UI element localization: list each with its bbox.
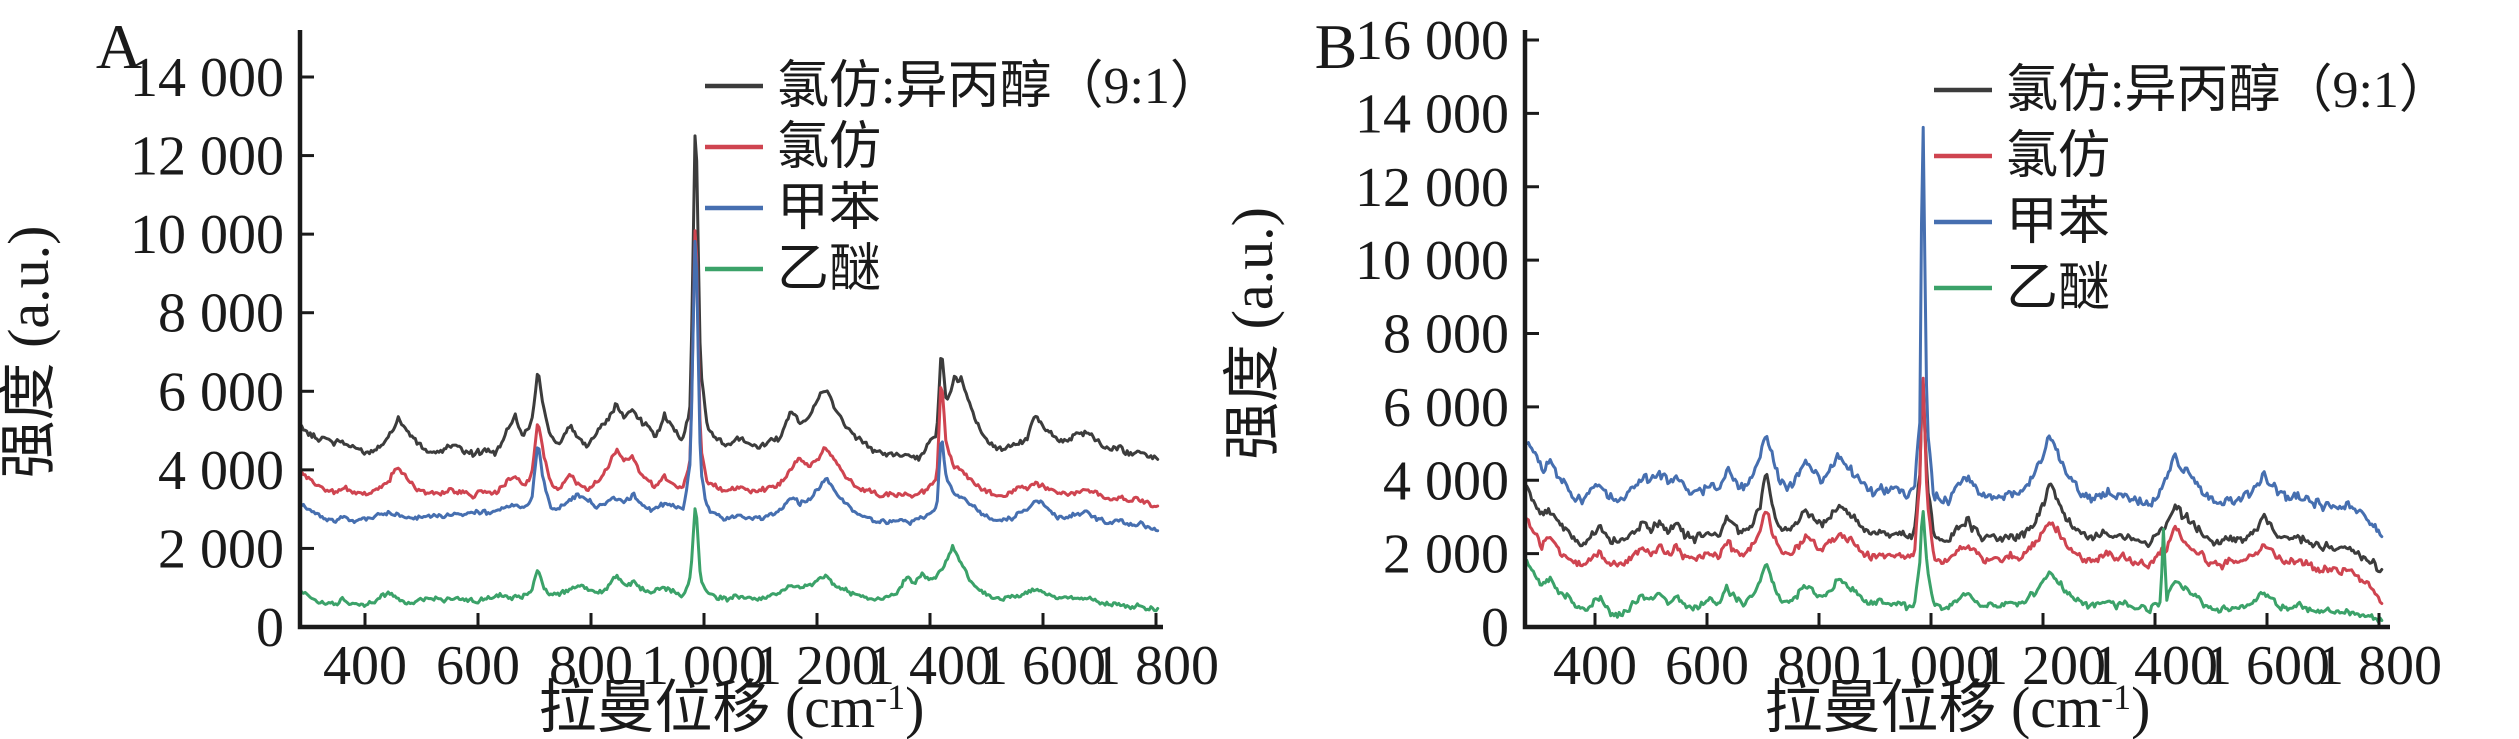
series-line-0 xyxy=(298,134,1160,462)
y-tick-label: 8 000 xyxy=(1383,304,1509,366)
legend-label-2: 甲苯 xyxy=(2006,194,2110,251)
x-tick-label: 800 xyxy=(1777,635,1861,697)
legend-label-1: 氯仿 xyxy=(777,119,881,176)
panel-A: A 0 2 000 4 000 6 000 8 000 10 000 12 000 14 000… xyxy=(0,11,1222,739)
series-line-3 xyxy=(1525,510,2384,624)
panel-label-A: A xyxy=(96,11,142,82)
legend-label-2: 甲苯 xyxy=(777,180,881,237)
y-tick-label: 12 000 xyxy=(1355,157,1509,219)
x-tick-label: 1 600 xyxy=(980,635,1106,697)
y-tick-label: 14 000 xyxy=(130,47,284,109)
x-tick-label: 400 xyxy=(1553,635,1637,697)
y-tick-label: 4 000 xyxy=(1383,450,1509,512)
x-axis-title-sup: -1 xyxy=(875,677,905,717)
panel-B: B 0 2 000 4 000 6 000 8 000 10 000 12 000 14 000… xyxy=(1220,10,2451,739)
y-tick-label: 16 000 xyxy=(1355,10,1509,72)
y-tick-label: 4 000 xyxy=(158,440,284,502)
x-tick-label: 1 000 xyxy=(1868,635,1994,697)
x-axis-title: 拉曼位移 (cm-1) xyxy=(1764,675,2150,739)
y-tick-label: 0 xyxy=(256,597,284,659)
x-axis-title-close: ) xyxy=(905,675,924,739)
x-tick-label: 1 200 xyxy=(754,635,880,697)
y-tick-label: 10 000 xyxy=(1355,230,1509,292)
y-tick-label: 2 000 xyxy=(1383,524,1509,586)
x-tick-label: 600 xyxy=(436,635,520,697)
x-tick-label: 600 xyxy=(1665,635,1749,697)
y-tick-label: 2 000 xyxy=(158,518,284,580)
series-line-2 xyxy=(298,239,1160,533)
legend-label-3: 乙醚 xyxy=(777,241,881,298)
x-tick-label: 1 200 xyxy=(1980,635,2106,697)
legend-label-3: 乙醚 xyxy=(2006,260,2110,317)
x-tick-label: 400 xyxy=(323,635,407,697)
series-line-3 xyxy=(298,507,1160,613)
y-tick-label: 14 000 xyxy=(1355,83,1509,145)
series-line-1 xyxy=(1525,376,2384,605)
series-line-1 xyxy=(298,229,1160,509)
x-tick-label: 1 800 xyxy=(2316,635,2442,697)
series-line-2 xyxy=(1525,125,2384,539)
x-tick-label: 1 400 xyxy=(867,635,993,697)
y-axis-title: 强度 (a.u.) xyxy=(1220,207,1285,460)
x-tick-label: 1 400 xyxy=(2092,635,2218,697)
y-tick-label: 6 000 xyxy=(1383,377,1509,439)
x-axis-title-sup: -1 xyxy=(2101,677,2131,717)
y-tick-label: 12 000 xyxy=(130,126,284,188)
x-tick-label: 1 000 xyxy=(641,635,767,697)
series-curves xyxy=(298,134,1160,613)
y-tick-label: 6 000 xyxy=(158,361,284,423)
legend-label-0: 氯仿:异丙醇（9:1） xyxy=(2006,62,2451,119)
x-axis-title-main: 拉曼位移 (cm xyxy=(1764,675,2101,739)
axis-lines xyxy=(297,30,1163,630)
series-curves xyxy=(1525,125,2384,624)
x-tick-label: 1 800 xyxy=(1093,635,1219,697)
y-tick-label: 8 000 xyxy=(158,283,284,345)
y-axis-title: 强度 (a.u.) xyxy=(0,226,61,479)
panel-label-B: B xyxy=(1315,11,1358,82)
legend-label-1: 氯仿 xyxy=(2006,128,2110,185)
y-tick-label: 0 xyxy=(1481,597,1509,659)
axis-lines xyxy=(1522,30,2390,630)
series-line-0 xyxy=(1525,382,2384,574)
legend-label-0: 氯仿:异丙醇（9:1） xyxy=(777,58,1222,115)
x-tick-label: 800 xyxy=(549,635,633,697)
x-axis-title-close: ) xyxy=(2131,675,2150,739)
x-tick-label: 1 600 xyxy=(2204,635,2330,697)
x-axis-title-main: 拉曼位移 (cm xyxy=(538,675,875,739)
y-tick-label: 10 000 xyxy=(130,204,284,266)
x-axis-title: 拉曼位移 (cm-1) xyxy=(538,675,924,739)
